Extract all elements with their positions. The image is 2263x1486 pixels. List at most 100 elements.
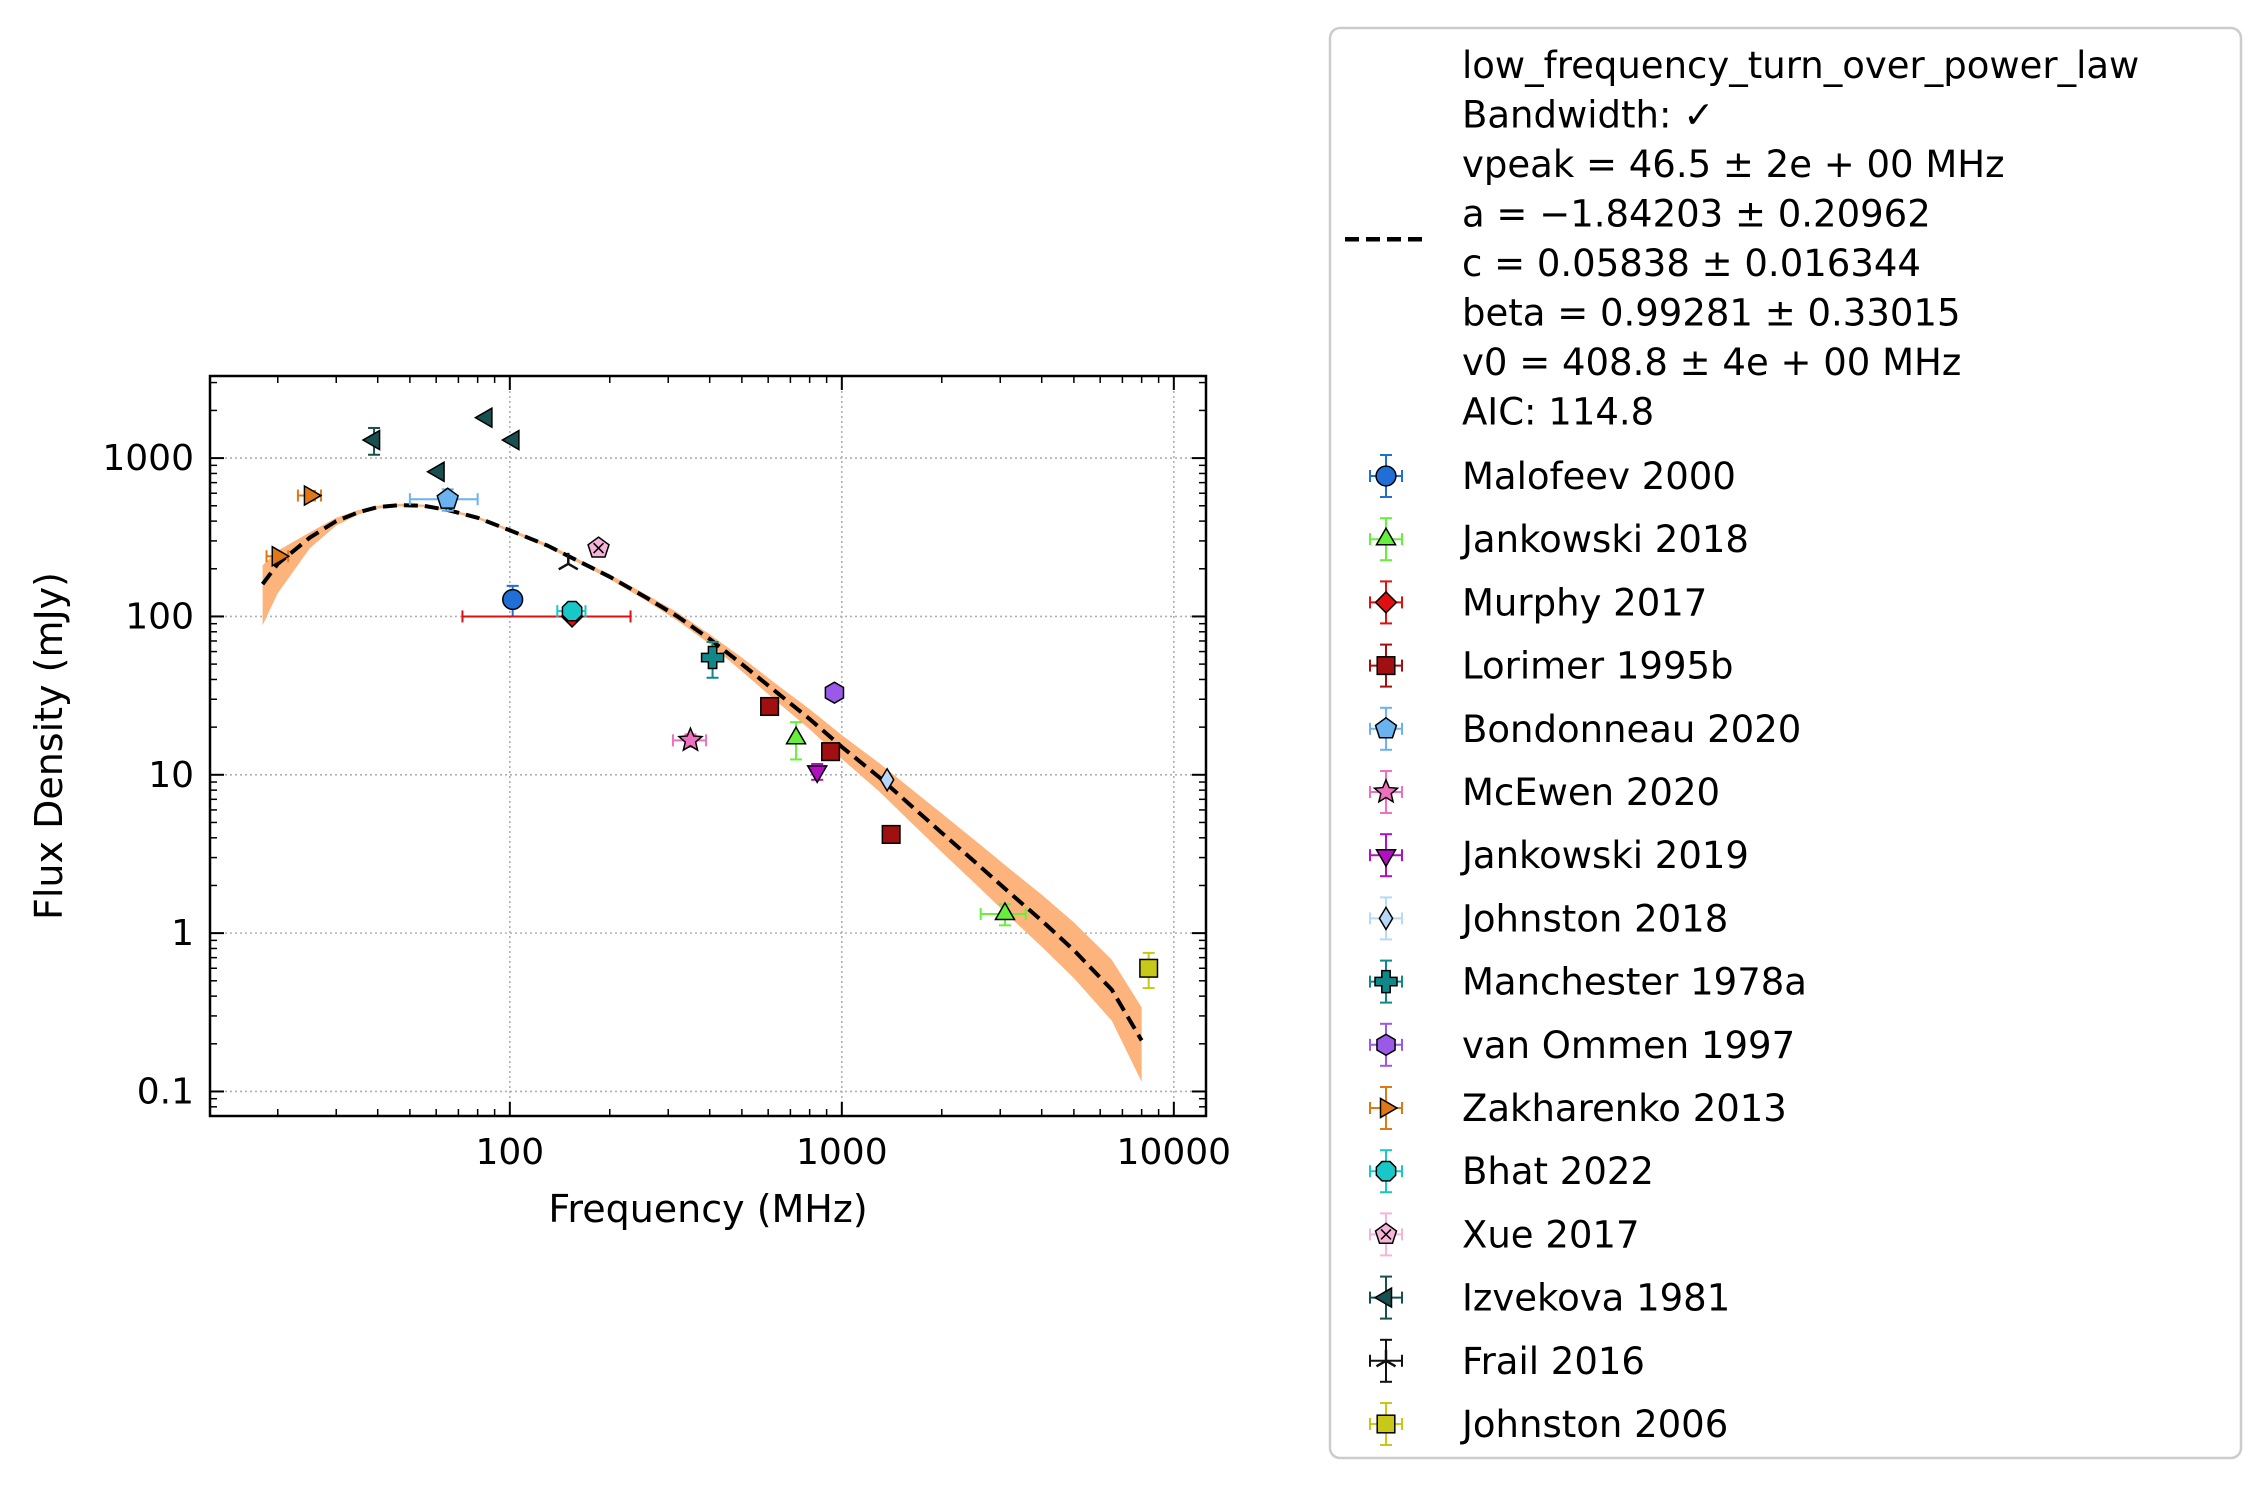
- marker-shape: [821, 742, 841, 762]
- marker-shape: [879, 767, 895, 793]
- marker-triangle-up: [994, 901, 1016, 921]
- data-point: [979, 901, 1027, 927]
- legend-entry: Bhat 2022: [1369, 1149, 1654, 1194]
- legend-fit-line: AIC: 114.8: [1462, 391, 1654, 434]
- marker-shape: [994, 901, 1016, 921]
- series-bhat-2022: [556, 600, 587, 622]
- data-points-layer: [265, 406, 1159, 990]
- data-point: [473, 406, 493, 429]
- marker-pentagon: [1374, 716, 1398, 739]
- legend: low_frequency_turn_over_power_law Bandwid…: [1328, 26, 2243, 1460]
- y-axis-label: Flux Density (mJy): [27, 572, 71, 920]
- x-axis-label: Frequency (MHz): [548, 1187, 867, 1231]
- legend-fit-line: v0 = 408.8 ± 4e + 00 MHz: [1462, 341, 1961, 384]
- data-point: [502, 584, 524, 618]
- legend-entry-label: Bhat 2022: [1462, 1150, 1654, 1193]
- marker-triangle-up: [1375, 526, 1397, 546]
- marker-square: [1376, 656, 1396, 676]
- x-tick-label: 1000: [796, 1132, 888, 1173]
- marker-shape: [824, 681, 845, 704]
- marker-shape: [361, 429, 381, 451]
- marker-square: [760, 696, 780, 717]
- legend-entry: Murphy 2017: [1369, 580, 1707, 625]
- marker-triangle-left: [361, 429, 381, 451]
- x-tick-label: 10000: [1117, 1132, 1232, 1173]
- marker-pentagon-x: [1374, 1222, 1398, 1245]
- marker-triangle-right: [271, 545, 291, 568]
- legend-entry: Xue 2017: [1369, 1212, 1639, 1257]
- legend-box: [1328, 26, 2243, 1460]
- legend-entry-label: Malofeev 2000: [1462, 455, 1736, 498]
- marker-shape: [700, 645, 725, 670]
- legend-entry: Manchester 1978a: [1369, 959, 1807, 1004]
- marker-plus: [700, 645, 725, 670]
- marker-octagon: [1375, 1160, 1397, 1182]
- marker-triangle-left: [1373, 1286, 1393, 1309]
- fit-curve: [260, 503, 1144, 1042]
- marker-shape: [760, 696, 780, 717]
- marker-shape: [1379, 1097, 1399, 1119]
- marker-shape: [502, 588, 524, 611]
- series-johnston-2018: [879, 767, 895, 793]
- y-tick-label: 1000: [102, 438, 194, 479]
- y-tick-label: 100: [125, 596, 194, 637]
- legend-entry: Jankowski 2018: [1369, 517, 1749, 562]
- marker-square: [881, 824, 901, 844]
- data-point: [500, 429, 520, 451]
- marker-square: [1376, 1414, 1396, 1434]
- legend-fit-line: Bandwidth: ✓: [1462, 94, 1714, 137]
- marker-star: [677, 726, 704, 752]
- data-point: [265, 545, 291, 568]
- legend-entry-label: Xue 2017: [1462, 1213, 1639, 1256]
- legend-entry-label: Jankowski 2019: [1460, 834, 1749, 877]
- marker-circle: [1375, 465, 1397, 487]
- marker-tri-stroke: [1375, 1359, 1387, 1368]
- legend-entry: Johnston 2018: [1369, 896, 1728, 941]
- data-point: [408, 487, 479, 512]
- data-point: [881, 824, 901, 844]
- marker-shape: [426, 460, 445, 483]
- legend-entry-label: Jankowski 2018: [1460, 518, 1749, 561]
- y-tick-label: 10: [148, 755, 194, 796]
- marker-shape: [1373, 1286, 1393, 1309]
- axes-frame: [208, 374, 1208, 1118]
- legend-fit-line: beta = 0.99281 ± 0.33015: [1462, 292, 1961, 335]
- marker-shape: [1139, 958, 1159, 978]
- series-frail-2016: [558, 552, 579, 571]
- series-lorimer-1995b: [760, 696, 901, 844]
- marker-shape: [1375, 848, 1397, 868]
- marker-shape: [1372, 777, 1400, 804]
- legend-entry: Izvekova 1981: [1369, 1275, 1730, 1320]
- marker-square: [1139, 958, 1159, 978]
- marker-triangle-left: [473, 406, 493, 429]
- data-point: [785, 721, 807, 761]
- x-tick-label: 100: [475, 1132, 544, 1173]
- tick-labels: 100 1000 10000 0.1 1 10 100 1000: [102, 438, 1231, 1173]
- legend-entry-label: Zakharenko 2013: [1462, 1087, 1787, 1130]
- legend-fit-line: a = −1.84203 ± 0.20962: [1462, 193, 1931, 236]
- data-point: [1139, 951, 1159, 990]
- marker-hexagon: [824, 681, 845, 704]
- marker-circle: [502, 588, 524, 611]
- marker-shape: [1375, 526, 1397, 546]
- marker-triangle-right: [1379, 1097, 1399, 1119]
- legend-entry-label: Lorimer 1995b: [1462, 645, 1734, 688]
- marker-tri-stroke: [558, 562, 569, 571]
- marker-thin-diamond: [879, 767, 895, 793]
- marker-thin-diamond: [1378, 905, 1394, 931]
- marker-pentagon-x: [587, 536, 610, 558]
- marker-shape: [1375, 1160, 1397, 1182]
- series-xue-2017: [587, 536, 610, 558]
- series-mcewen-2020: [671, 726, 708, 752]
- marker-shape: [271, 545, 291, 568]
- data-point: [806, 762, 829, 784]
- marker-shape: [1374, 716, 1398, 739]
- legend-entry: McEwen 2020: [1369, 770, 1720, 814]
- marker-shape: [1374, 969, 1398, 994]
- data-point: [556, 600, 587, 622]
- marker-shape: [500, 429, 520, 451]
- marker-shape: [1374, 590, 1398, 614]
- marker-square: [821, 742, 841, 762]
- legend-entry: van Ommen 1997: [1369, 1022, 1795, 1067]
